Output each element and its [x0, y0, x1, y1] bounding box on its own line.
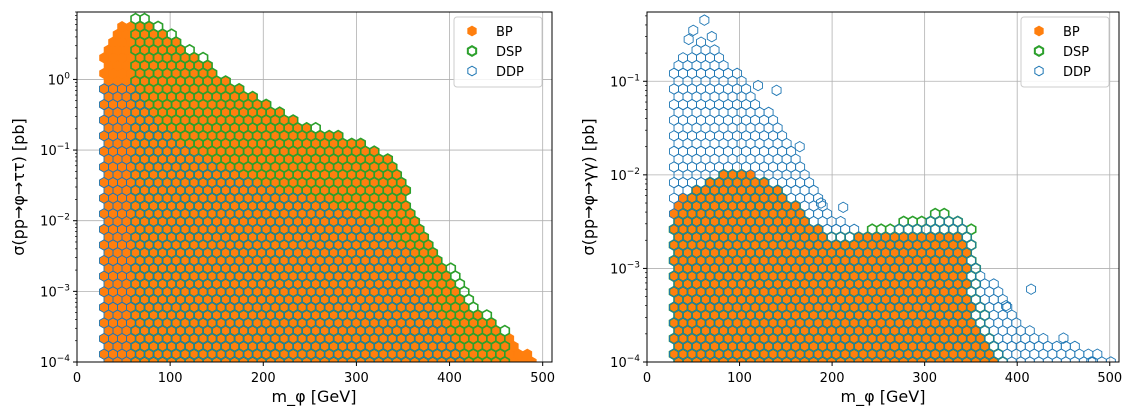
legend-marker-bp [467, 25, 477, 37]
hexbin-dsp [233, 82, 245, 96]
hexbin-ddp [297, 192, 308, 204]
x-tick-label: 400 [437, 371, 462, 386]
x-tick-label: 500 [530, 371, 555, 386]
hexbin-dsp [139, 12, 150, 25]
y-tick-label: 10−2 [40, 213, 70, 230]
legend-label-dsp: DSP [496, 45, 522, 60]
hexbin-ddp [1083, 348, 1094, 360]
series-bp-hexbins [99, 21, 537, 362]
y-tick-label: 10−4 [40, 354, 70, 371]
hexbin-dsp [130, 12, 141, 25]
hexbin-ddp [207, 161, 218, 173]
hexbin-dsp [247, 90, 258, 103]
hexbin-dsp [220, 75, 231, 88]
hexbin-dsp [274, 106, 285, 119]
hexbin-ddp [229, 169, 240, 181]
hexbin-ddp [319, 200, 330, 212]
hexbin-dsp [499, 324, 511, 337]
legend-label-bp: BP [496, 25, 513, 40]
hexbin-dsp [332, 129, 344, 142]
legend: BP DSP DDP [453, 16, 543, 88]
hexbin-ddp [265, 184, 276, 197]
y-tick-label: 100 [48, 71, 71, 88]
legend-marker-dsp [466, 45, 478, 57]
axis-ticks: 0 100 200 300 400 500 10−4 10−3 10−2 10−1 100 [40, 11, 555, 386]
hexbin-ddp [1092, 348, 1103, 360]
legend-marker-ddp [467, 65, 477, 77]
hexbin-ddp [342, 208, 353, 220]
legend-label-ddp: DDP [496, 65, 524, 80]
hexbin-dsp [184, 43, 195, 57]
hexbin-ddp [355, 215, 366, 228]
hexbin-ddp [193, 153, 204, 165]
x-tick-label: 300 [344, 371, 369, 386]
hexbin-ddp [382, 231, 393, 243]
x-tick-label: 200 [251, 371, 276, 386]
hexbin-dsp [152, 20, 164, 33]
hexbin-ddp [180, 145, 191, 158]
hexbin-dsp [368, 145, 380, 158]
x-axis-label: m_φ [GeV] [272, 387, 357, 407]
hexbin-dsp [355, 137, 367, 150]
hexbin-dsp [260, 98, 272, 111]
chart-left: 0 100 200 300 400 500 10−4 10−3 10−2 10−1 100 m_φ … [9, 11, 555, 407]
y-tick-label: 10−3 [40, 283, 70, 300]
x-tick-label: 100 [158, 371, 183, 386]
series-ddp-hexbins [669, 14, 1116, 362]
y-tick-label: 10−1 [40, 142, 70, 159]
y-axis-label: σ(pp→φ→ττ) [pb] [9, 118, 28, 255]
hexbin-bp [522, 348, 533, 360]
hexbin-ddp [126, 83, 136, 95]
hexbin-dsp [382, 153, 394, 166]
hexbin-ddp [162, 130, 173, 142]
hexbin-dsp [445, 262, 457, 275]
hexbin-ddp [400, 247, 411, 259]
hexbin-ddp [243, 176, 254, 189]
hexbin-ddp [369, 223, 380, 236]
hexbin-dsp [310, 121, 321, 135]
hexbin-ddp [1105, 356, 1116, 362]
hexbin-dsp [481, 309, 493, 322]
hexbin-bp [117, 21, 127, 33]
series-ddp-hexbins [99, 83, 465, 362]
x-tick-label: 0 [73, 371, 81, 386]
hexbin-dsp [166, 28, 177, 41]
hexbin-dsp [287, 114, 299, 127]
hexbin-dsp [197, 51, 209, 64]
